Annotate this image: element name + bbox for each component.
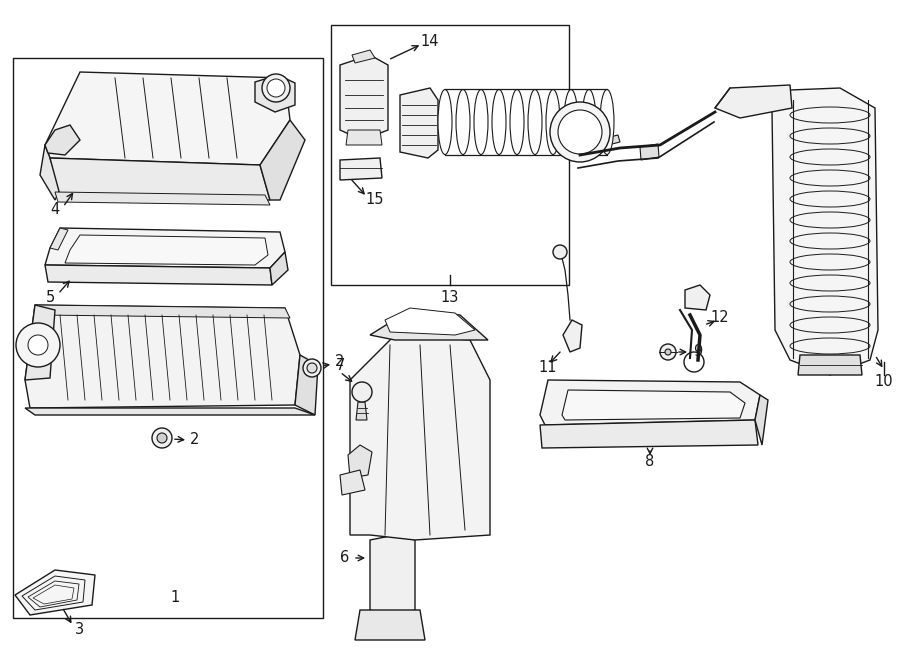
Polygon shape <box>270 252 288 285</box>
Polygon shape <box>540 420 758 448</box>
Ellipse shape <box>474 89 488 155</box>
Circle shape <box>267 79 285 97</box>
Polygon shape <box>562 390 745 420</box>
Polygon shape <box>15 570 95 615</box>
Text: 11: 11 <box>539 360 557 375</box>
Polygon shape <box>45 228 285 268</box>
Circle shape <box>303 359 321 377</box>
Circle shape <box>307 363 317 373</box>
Polygon shape <box>355 610 425 640</box>
Ellipse shape <box>564 89 578 155</box>
Text: 7: 7 <box>336 358 345 373</box>
Text: 8: 8 <box>645 455 654 469</box>
Polygon shape <box>45 265 272 285</box>
Circle shape <box>262 74 290 102</box>
Text: 13: 13 <box>441 290 459 305</box>
Polygon shape <box>55 192 270 205</box>
Polygon shape <box>295 355 318 415</box>
Ellipse shape <box>546 89 560 155</box>
Polygon shape <box>540 380 760 425</box>
Text: 6: 6 <box>340 551 349 566</box>
Ellipse shape <box>438 89 452 155</box>
Polygon shape <box>348 445 372 478</box>
Polygon shape <box>255 75 295 112</box>
Ellipse shape <box>456 89 470 155</box>
Text: 10: 10 <box>875 375 894 389</box>
Text: 2: 2 <box>336 354 345 369</box>
Polygon shape <box>260 120 305 200</box>
Circle shape <box>665 349 671 355</box>
Polygon shape <box>35 305 290 318</box>
Polygon shape <box>25 305 300 408</box>
Circle shape <box>28 335 48 355</box>
Ellipse shape <box>600 89 614 155</box>
Polygon shape <box>370 310 488 340</box>
Ellipse shape <box>528 89 542 155</box>
Polygon shape <box>40 145 60 200</box>
Bar <box>331 25 569 285</box>
Polygon shape <box>25 408 315 415</box>
Polygon shape <box>563 320 582 352</box>
Ellipse shape <box>492 89 506 155</box>
Circle shape <box>152 428 172 448</box>
Polygon shape <box>45 125 80 155</box>
Polygon shape <box>385 308 475 335</box>
Text: 12: 12 <box>711 311 729 325</box>
Polygon shape <box>340 158 382 180</box>
Polygon shape <box>356 402 367 420</box>
Polygon shape <box>45 72 290 165</box>
Polygon shape <box>352 50 375 63</box>
Polygon shape <box>772 88 878 375</box>
Polygon shape <box>755 395 768 445</box>
Polygon shape <box>370 535 415 615</box>
Polygon shape <box>640 144 659 160</box>
Polygon shape <box>685 285 710 310</box>
Polygon shape <box>50 228 68 250</box>
Text: 14: 14 <box>421 34 439 50</box>
Circle shape <box>550 102 610 162</box>
Polygon shape <box>340 55 388 140</box>
Polygon shape <box>65 235 268 265</box>
Circle shape <box>558 110 602 154</box>
Polygon shape <box>25 305 55 380</box>
Text: 15: 15 <box>365 192 384 208</box>
Circle shape <box>157 433 167 443</box>
Polygon shape <box>346 130 382 145</box>
Polygon shape <box>606 135 620 145</box>
Polygon shape <box>400 88 438 158</box>
Polygon shape <box>50 158 270 200</box>
Circle shape <box>660 344 676 360</box>
Text: 9: 9 <box>693 344 703 360</box>
Polygon shape <box>350 335 490 540</box>
Text: 1: 1 <box>170 590 180 605</box>
Ellipse shape <box>510 89 524 155</box>
Polygon shape <box>798 355 862 375</box>
Circle shape <box>553 245 567 259</box>
Circle shape <box>16 323 60 367</box>
Ellipse shape <box>582 89 596 155</box>
Text: 4: 4 <box>50 202 59 217</box>
Text: 2: 2 <box>190 432 200 447</box>
Bar <box>13 58 323 618</box>
Circle shape <box>352 382 372 402</box>
Polygon shape <box>715 85 792 118</box>
Text: 3: 3 <box>76 623 85 637</box>
Polygon shape <box>340 470 365 495</box>
Text: 5: 5 <box>45 290 55 305</box>
